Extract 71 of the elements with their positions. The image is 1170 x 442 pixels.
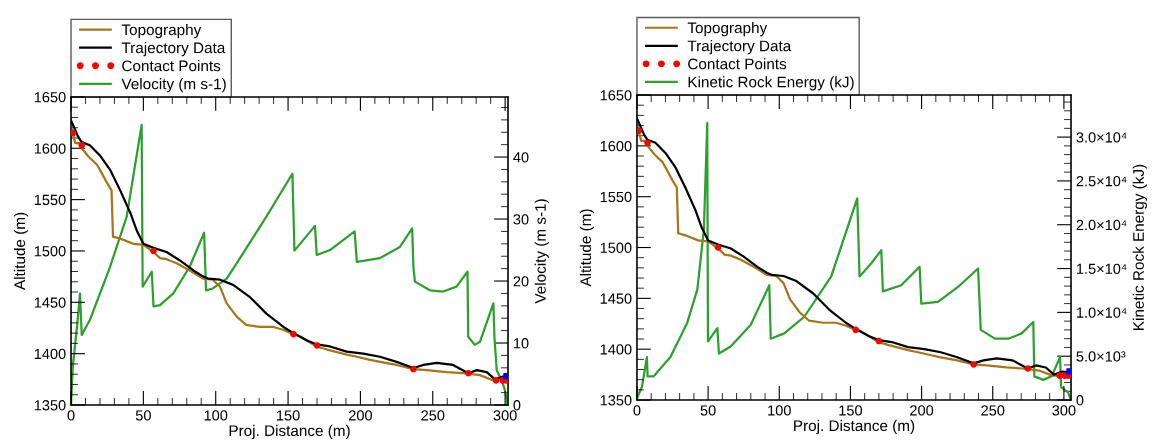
x-tick-label: 100: [768, 405, 791, 416]
y-tick-label: 1550: [600, 191, 632, 203]
y2-tick-label: 0: [1076, 395, 1084, 406]
y-tick-label: 1400: [34, 348, 66, 360]
y-axis-title: Altitude (m): [13, 212, 29, 290]
x-tick-label: 150: [277, 410, 300, 421]
y2-tick-label: 1.0×10⁴: [1076, 307, 1127, 318]
y-tick-label: 1500: [34, 246, 66, 257]
legend-label: Kinetic Rock Energy (kJ): [688, 76, 854, 91]
point: [714, 244, 722, 251]
point: [410, 365, 417, 373]
y2-tick-label: 20: [513, 276, 529, 287]
x-tick-label: 200: [348, 410, 373, 421]
point: [71, 129, 77, 137]
y2-tick-label: 10: [513, 338, 529, 349]
x-tick-label: 0: [67, 410, 75, 421]
y2-tick-label: 2.5×10⁴: [1076, 176, 1127, 187]
point: [644, 139, 651, 147]
x-tick-label: 50: [135, 410, 151, 421]
legend-label: Topography: [687, 22, 768, 37]
y-tick-label: 1650: [34, 92, 66, 103]
y-tick-label: 1650: [600, 90, 632, 101]
y-tick-label: 1600: [34, 143, 66, 154]
legend-label: Velocity (m s-1): [121, 78, 226, 93]
x-tick-label: 50: [700, 405, 716, 416]
x-tick-label: 300: [1052, 405, 1076, 416]
x-tick-label: 100: [204, 410, 228, 421]
x-axis-title: Proj. Distance (m): [794, 419, 915, 435]
point: [492, 377, 500, 384]
y-tick-label: 1400: [600, 344, 632, 355]
x-tick-label: 200: [910, 405, 934, 416]
point: [1056, 372, 1063, 379]
y2-tick-label: 40: [513, 152, 529, 163]
y2-tick-label: 30: [513, 214, 529, 225]
legend-label: Trajectory Data: [687, 40, 792, 55]
point: [852, 326, 859, 334]
y2-tick-label: 2.0×10⁴: [1076, 219, 1127, 231]
y-tick-label: 1550: [34, 194, 66, 206]
y-tick-label: 1350: [600, 395, 632, 406]
y-tick-label: 1450: [600, 293, 632, 304]
point: [290, 330, 297, 338]
point: [1066, 368, 1072, 375]
y2-axis-title: Kinetic Rock Energy (kJ): [1132, 164, 1147, 330]
point: [150, 247, 157, 255]
point: [636, 127, 643, 134]
x-tick-label: 250: [421, 410, 445, 421]
y2-tick-label: 5.0×10³: [1076, 351, 1126, 362]
x-tick-label: 150: [839, 405, 863, 416]
y2-tick-label: 1.5×10⁴: [1076, 263, 1127, 274]
y-tick-label: 1500: [600, 242, 632, 253]
x-tick-label: 300: [493, 410, 517, 421]
y2-tick-label: 3.0×10⁴: [1076, 132, 1127, 143]
legend-label: Contact Points: [688, 58, 787, 70]
point: [1024, 365, 1032, 372]
y-tick-label: 1600: [600, 140, 632, 152]
legend-label: Trajectory Data: [121, 41, 226, 57]
point: [503, 372, 509, 380]
point: [313, 342, 321, 349]
point: [970, 361, 977, 368]
y-tick-label: 1450: [34, 297, 66, 308]
legend-label: Contact Points: [122, 60, 221, 72]
x-tick-label: 250: [981, 405, 1005, 416]
point: [78, 141, 86, 149]
point: [465, 369, 472, 377]
y-tick-label: 1350: [34, 400, 66, 411]
y-axis-title: Altitude (m): [579, 209, 595, 287]
legend-label: Topography: [121, 23, 202, 39]
point: [875, 337, 883, 345]
x-axis-title: Proj. Distance (m): [229, 424, 350, 440]
y2-axis-title: Velocity (m s-1): [534, 199, 549, 304]
x-tick-label: 0: [633, 405, 641, 416]
